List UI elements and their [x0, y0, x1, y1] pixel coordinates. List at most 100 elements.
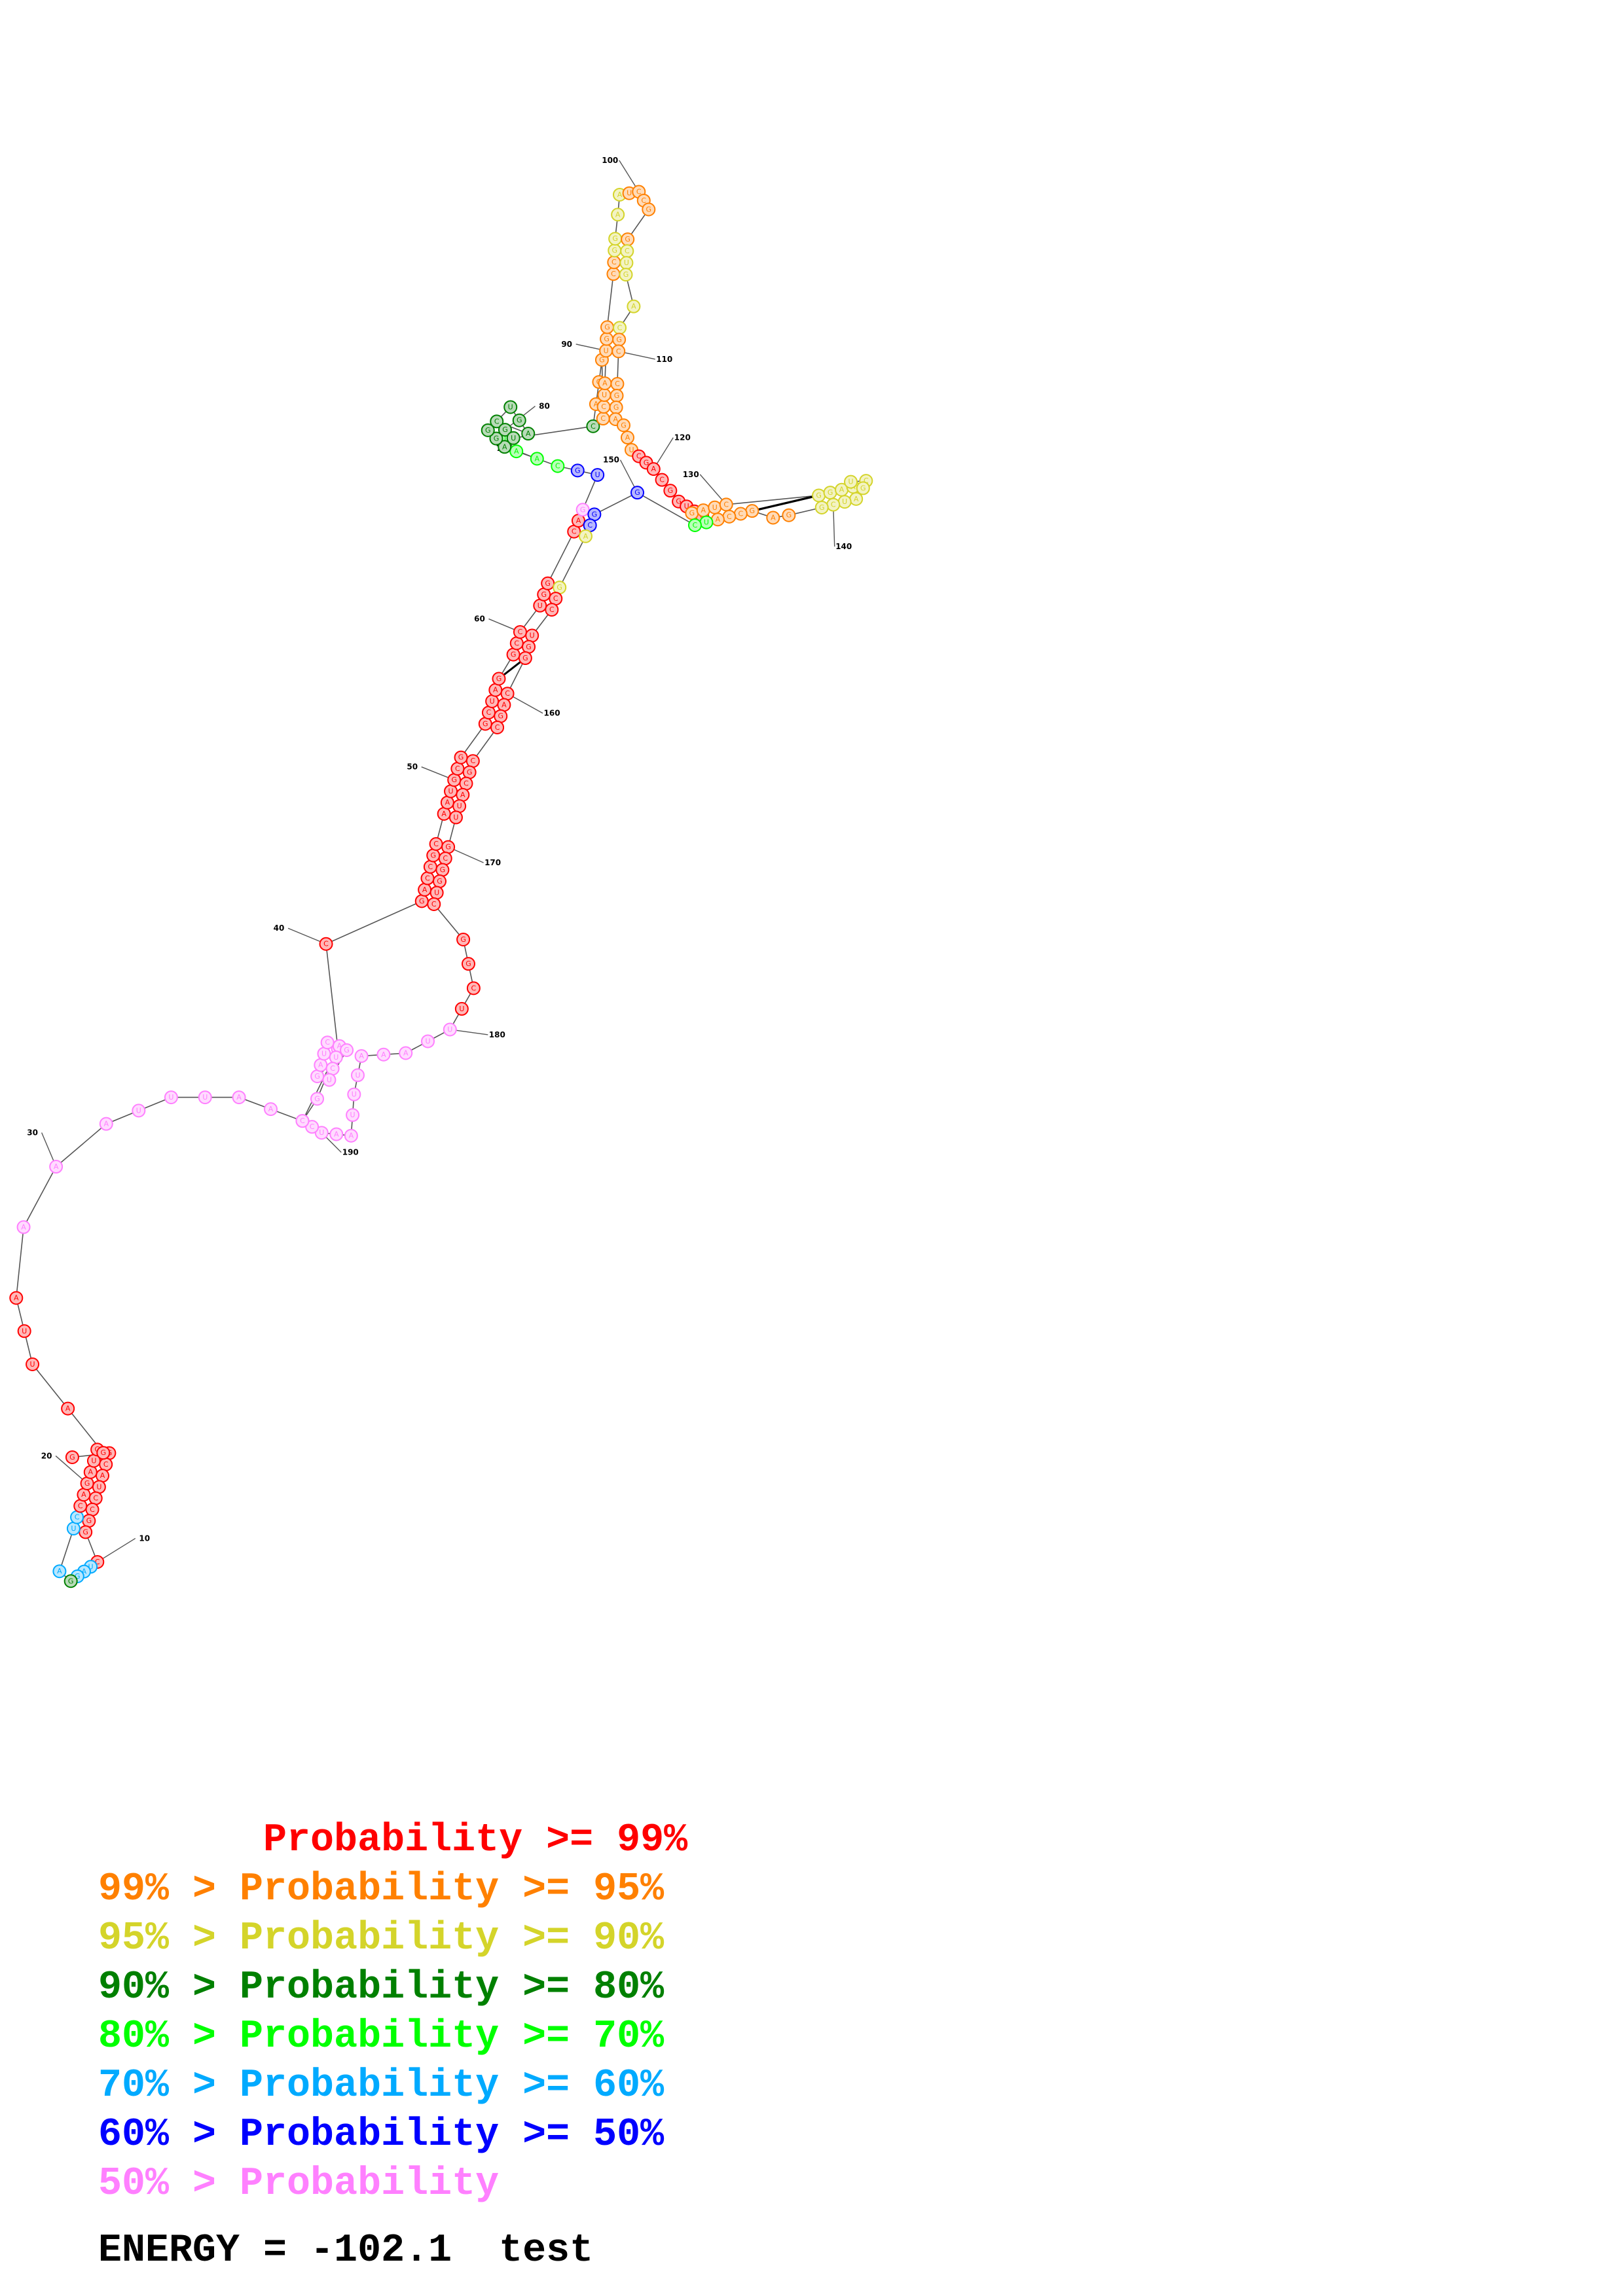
svg-text:U: U [30, 1360, 35, 1369]
svg-text:G: G [816, 491, 822, 499]
svg-text:C: C [310, 1122, 315, 1131]
svg-text:A: A [839, 486, 845, 494]
svg-text:C: C [601, 403, 606, 411]
svg-text:U: U [459, 1005, 464, 1013]
nucleotide: U [837, 495, 852, 509]
svg-text:C: C [659, 476, 665, 484]
svg-text:G: G [511, 651, 517, 659]
svg-text:G: G [100, 1448, 106, 1457]
rna-secondary-structure-diagram: 1020304050607080901001101201301401501601… [9, 156, 873, 1588]
svg-text:G: G [445, 843, 451, 852]
svg-text:A: A [514, 447, 519, 456]
nucleotide: A [598, 376, 612, 391]
nucleotide: U [198, 1090, 212, 1105]
nucleotide: G [570, 463, 585, 478]
svg-text:G: G [451, 776, 457, 784]
svg-text:A: A [54, 1162, 59, 1171]
svg-text:C: C [494, 417, 500, 425]
nucleotide: A [9, 1291, 24, 1305]
svg-text:A: A [651, 465, 657, 473]
nucleotide: U [421, 1034, 435, 1049]
nucleotide: G [435, 863, 450, 877]
svg-text:A: A [594, 400, 599, 408]
svg-text:C: C [103, 1460, 109, 1469]
nucleotide: C [427, 897, 441, 911]
nucleotide: C [70, 1510, 84, 1524]
nucleotide: U [599, 344, 613, 358]
nucleotide: G [432, 874, 447, 889]
nucleotide: A [354, 1049, 369, 1064]
svg-text:A: A [88, 1468, 94, 1477]
nucleotide: G [642, 202, 656, 217]
svg-text:G: G [68, 1577, 74, 1585]
nucleotide: A [710, 512, 725, 527]
nucleotide: A [440, 795, 454, 810]
svg-text:C: C [514, 639, 519, 647]
nucleotide: G [612, 332, 627, 347]
svg-text:C: C [641, 196, 646, 205]
svg-text:C: C [864, 476, 869, 485]
nucleotide: C [423, 859, 437, 874]
base-pair-bonds [73, 238, 858, 1534]
nucleotide: A [488, 683, 503, 697]
svg-text:G: G [69, 1453, 75, 1462]
svg-text:U: U [352, 1090, 357, 1099]
svg-text:G: G [502, 425, 508, 434]
svg-text:G: G [668, 486, 674, 495]
nucleotide: U [347, 1087, 361, 1102]
svg-text:G: G [483, 719, 488, 728]
probability-legend: Probability >= 99% 99% > Probability >= 9… [98, 1816, 687, 2209]
nucleotide: G [506, 647, 520, 662]
nucleotide: U [329, 1050, 343, 1064]
svg-text:U: U [490, 697, 495, 706]
nucleotide: C [567, 524, 581, 539]
nucleotide: A [49, 1160, 64, 1174]
svg-text:C: C [611, 270, 616, 278]
svg-text:U: U [712, 503, 718, 512]
nucleotide: A [16, 1220, 31, 1234]
svg-text:C: C [738, 510, 743, 518]
svg-text:G: G [458, 753, 464, 762]
svg-text:A: A [854, 495, 859, 503]
position-label: 20 [41, 1451, 52, 1460]
svg-text:C: C [553, 594, 558, 603]
nucleotide: U [92, 1480, 106, 1494]
svg-text:A: A [493, 686, 498, 694]
svg-text:A: A [381, 1050, 386, 1059]
nucleotide: C [596, 412, 610, 426]
nucleotide: U [322, 1073, 337, 1087]
svg-text:G: G [611, 246, 617, 255]
svg-text:G: G [634, 488, 640, 497]
svg-text:U: U [91, 1456, 96, 1465]
nucleotide: C [733, 507, 748, 521]
nucleotide: U [454, 1001, 469, 1016]
nucleotide: A [376, 1047, 391, 1062]
nucleotide: G [619, 268, 633, 282]
svg-text:C: C [323, 940, 329, 948]
nucleotide: A [456, 787, 470, 802]
legend-row: 95% > Probability >= 90% [98, 1916, 665, 1961]
svg-text:U: U [425, 1037, 430, 1045]
nucleotide: G [414, 894, 429, 908]
nucleotide: C [722, 509, 737, 524]
svg-text:C: C [93, 1494, 98, 1503]
nucleotide: A [314, 1058, 328, 1072]
svg-text:C: C [591, 422, 596, 431]
svg-text:C: C [455, 764, 460, 773]
nucleotide: A [620, 431, 634, 445]
svg-text:C: C [300, 1117, 305, 1125]
svg-text:A: A [359, 1052, 364, 1060]
position-label: 110 [656, 355, 672, 364]
svg-text:C: C [611, 258, 617, 266]
svg-text:G: G [430, 851, 436, 859]
svg-text:U: U [136, 1106, 141, 1115]
svg-text:G: G [344, 1046, 350, 1054]
svg-text:A: A [65, 1405, 71, 1413]
nucleotide: C [466, 981, 481, 996]
nucleotide: G [608, 232, 623, 246]
position-label: 130 [683, 470, 699, 479]
nucleotide: G [447, 773, 462, 787]
nucleotide: G [498, 423, 512, 437]
svg-text:G: G [646, 205, 652, 213]
svg-text:U: U [355, 1071, 360, 1079]
